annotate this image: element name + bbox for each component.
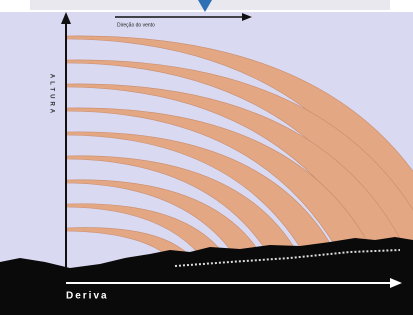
page: {"header": {"wind_label": "Direção do ve… [0,0,413,315]
diagram: Direção do vento ALTURA Deriva [0,0,413,315]
y-label: ALTURA [48,74,54,116]
wind-label: Direção do vento [117,22,155,28]
x-label: Deriva [66,291,109,302]
